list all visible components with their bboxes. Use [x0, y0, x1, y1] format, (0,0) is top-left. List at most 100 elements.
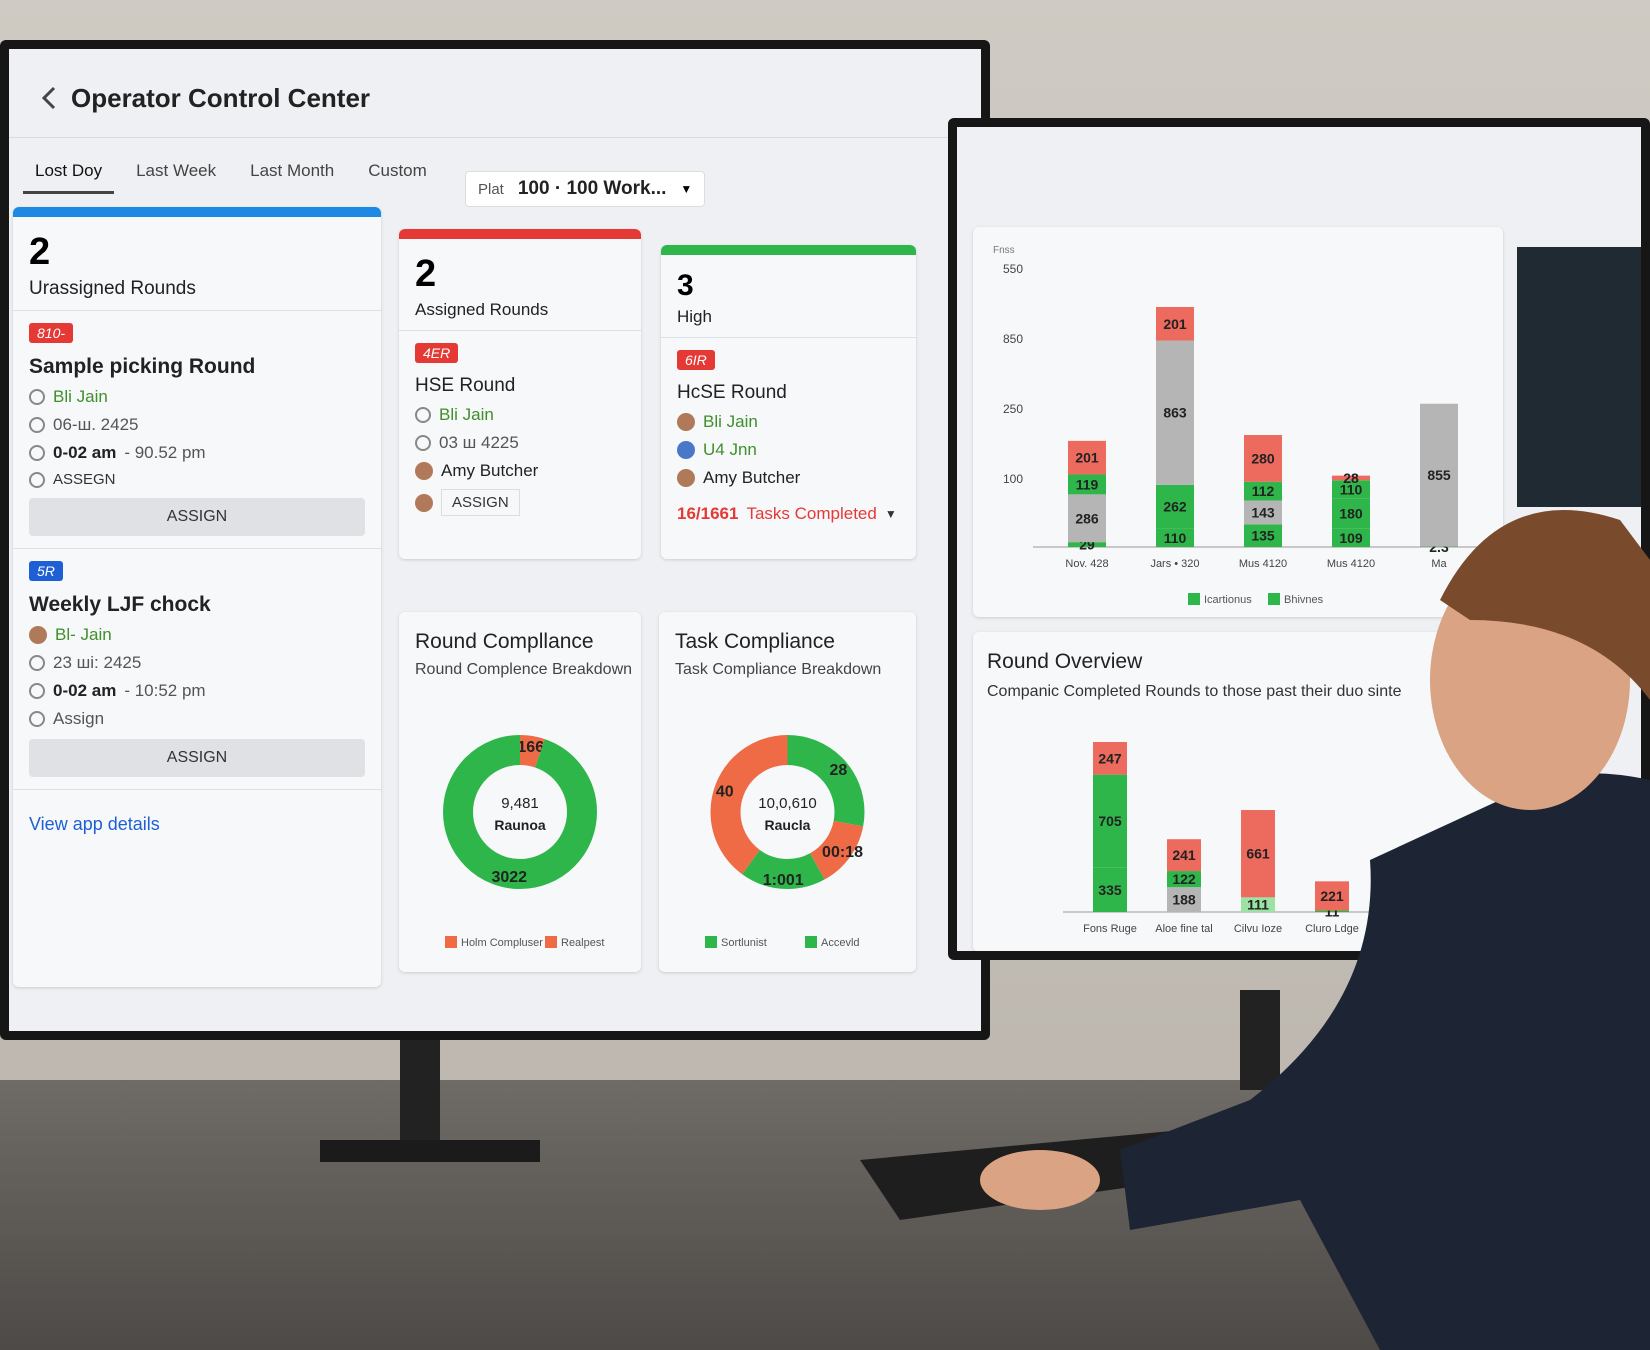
bar-segment — [1093, 867, 1127, 912]
legend-swatch — [545, 936, 557, 948]
card: 3 High 6IR HcSE Round Bli Jain U4 Jnn Am… — [661, 245, 916, 559]
avatar — [677, 441, 695, 459]
segment-label: 112 — [1252, 483, 1275, 499]
tabs: Lost Doy Last Week Last Month Custom — [23, 151, 439, 194]
tasks-count: 16/1661 — [677, 504, 739, 523]
segment-label: 247 — [1098, 750, 1122, 766]
card-title: Assigned Rounds — [415, 300, 549, 319]
card-count: 2 — [415, 253, 437, 295]
donut-segment — [710, 735, 865, 889]
row: Bli Jain — [29, 387, 365, 407]
round-item: 810- Sample picking Round Bli Jain 06-ш.… — [13, 311, 381, 548]
card: Round Compllance Round Complence Breakdow… — [399, 612, 641, 972]
bar-segment — [1068, 474, 1106, 495]
avatar — [29, 626, 47, 644]
segment-label: 143 — [1251, 504, 1275, 520]
x-tick-label: Jars • 320 — [1150, 558, 1199, 570]
dropdown-caret: ▼ — [680, 182, 693, 196]
segment-label: 286 — [1075, 510, 1099, 526]
bar-segment — [1332, 480, 1370, 499]
round-compliance-chart: Round Compllance Round Complence Breakdow… — [415, 630, 632, 949]
y-axis-label: 550 — [1003, 262, 1023, 276]
card-count: 2 — [29, 231, 51, 273]
donut-center: 9,481 — [501, 795, 539, 812]
axis-title: Fnss — [993, 245, 1015, 256]
divider — [13, 310, 381, 311]
badge: 6IR — [677, 350, 715, 370]
y-axis-label: 250 — [1003, 402, 1023, 416]
segment-label: 1:001 — [763, 872, 804, 889]
tab[interactable]: Last Month — [250, 161, 335, 180]
segment-label: 3022 — [491, 869, 527, 886]
tab[interactable]: Lost Doy — [23, 151, 115, 194]
row: 23 ші: 2425 — [29, 653, 365, 673]
time-end: - 10:52 pm — [124, 681, 206, 700]
donut-center-label: Raucla — [765, 817, 811, 833]
legend-swatch — [1188, 593, 1200, 605]
donut-center-label: Raunoa — [494, 817, 546, 833]
y-axis-label: 100 — [1003, 472, 1023, 486]
time: 0-02 am — [53, 443, 117, 462]
segment-label: 335 — [1098, 882, 1122, 898]
divider — [13, 789, 381, 790]
segment-label: 201 — [1075, 450, 1099, 466]
chart-title: Round Overview — [987, 650, 1143, 673]
x-tick-label: Cluro Ldge — [1305, 923, 1359, 935]
bar-segment — [1332, 475, 1370, 481]
assignee: Amy Butcher — [441, 461, 539, 480]
filter[interactable]: Plat 100 · 100 Work... ▼ — [465, 171, 706, 207]
assign-button[interactable]: ASSIGN — [441, 489, 520, 516]
segment-label: 855 — [1427, 467, 1451, 483]
card: Task Compliance Task Compliance Breakdown… — [659, 612, 916, 972]
row: Bli Jain — [677, 412, 900, 432]
icon — [29, 389, 45, 405]
x-tick-label: Ma — [1431, 558, 1447, 570]
bar-segment — [1167, 871, 1201, 888]
x-tick-label: Mus 4120 — [1327, 558, 1375, 570]
monitor-stand — [400, 1030, 440, 1150]
card: Fnss 550 850 250 100 29 286 119 201 Nov. 428 110 26… — [973, 227, 1503, 617]
bar-segment — [1156, 484, 1194, 529]
avatar — [415, 493, 433, 512]
divider — [9, 137, 981, 138]
tasks-row[interactable]: 16/1661 Tasks Completed ▼ — [677, 504, 900, 524]
caret: ▼ — [884, 507, 897, 521]
bar-segment — [1244, 481, 1282, 501]
bar-segment — [1244, 524, 1282, 547]
x-tick-label: Mus 4120 — [1239, 558, 1287, 570]
tab[interactable]: Custom — [368, 161, 427, 180]
person: Bli Jain — [439, 405, 494, 424]
segment-label: 705 — [1098, 813, 1122, 829]
round-name: Sample picking Round — [29, 355, 256, 378]
status: ASSEGN — [53, 471, 116, 488]
segment-label: 109 — [1339, 530, 1363, 546]
legend-label: Holm Compluser — [461, 937, 543, 949]
bar-segment — [1332, 498, 1370, 529]
details-link[interactable]: View app details — [29, 814, 160, 834]
tab[interactable]: Last Week — [136, 161, 217, 180]
legend-label: Realpest — [561, 937, 604, 949]
left-monitor: Operator Control Center Lost Doy Last We… — [0, 40, 990, 1040]
card-title: Urassigned Rounds — [29, 278, 196, 299]
back-icon[interactable] — [39, 85, 59, 111]
bar-segment — [1241, 810, 1275, 898]
segment-label: 661 — [1246, 846, 1270, 862]
segment-label: 110 — [1164, 530, 1187, 546]
segment-label: 180 — [1339, 506, 1363, 522]
icon — [29, 655, 45, 671]
assign-button[interactable]: ASSIGN — [29, 498, 365, 536]
assign-button[interactable]: ASSIGN — [29, 739, 365, 777]
legend-label: Icartionus — [1204, 594, 1252, 606]
bar-segment — [1420, 403, 1458, 547]
icon — [29, 471, 45, 488]
badge: 4ER — [415, 343, 459, 363]
icon — [29, 445, 45, 461]
badge: 5R — [29, 561, 63, 581]
monitor-stand — [1240, 990, 1280, 1090]
time-end: - 90.52 pm — [124, 443, 206, 462]
dashboard: Operator Control Center Lost Doy Last We… — [9, 49, 981, 1031]
divider — [13, 548, 381, 549]
date: 23 ші: 2425 — [53, 653, 142, 672]
